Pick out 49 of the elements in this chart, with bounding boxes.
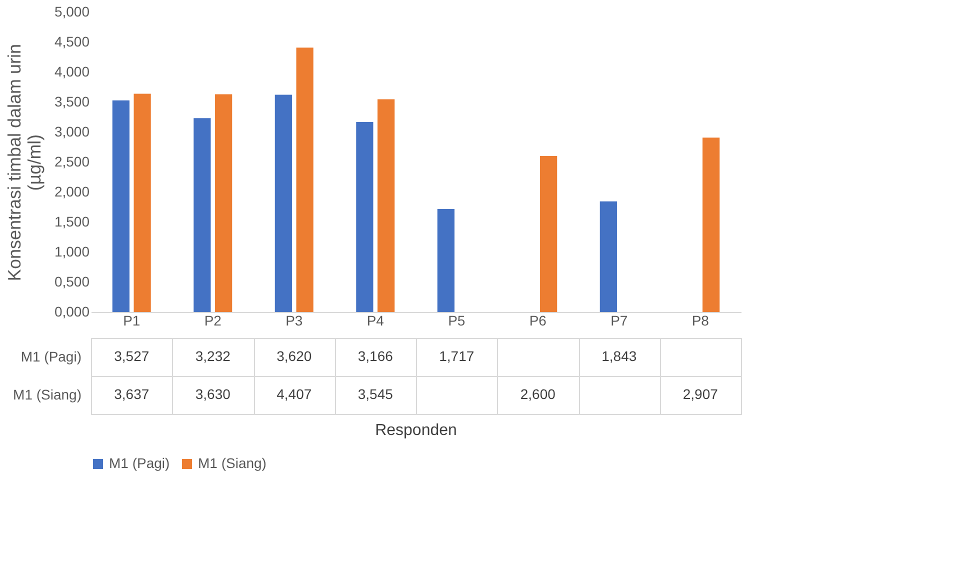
y-tick-label: 4,000 [54, 64, 90, 80]
data-label: 4,407 [276, 386, 312, 402]
data-label: 3,620 [276, 348, 312, 364]
data-label: 3,166 [358, 348, 394, 364]
bar [112, 100, 130, 312]
y-tick-label: 0,000 [54, 304, 90, 320]
y-tick-label: 4,500 [54, 34, 90, 50]
bar [437, 208, 454, 312]
bar [215, 94, 232, 312]
bar [134, 94, 151, 312]
x-tick-label: P8 [692, 312, 710, 328]
x-tick-label: P2 [204, 312, 222, 328]
x-tick-label: P5 [448, 312, 466, 328]
x-tick-label: P3 [286, 312, 303, 328]
data-label: 3,545 [358, 386, 394, 402]
y-tick-label: 3,500 [54, 94, 90, 110]
legend-label: M1 (Siang) [198, 455, 266, 471]
y-tick-label: 1,500 [54, 214, 90, 230]
y-tick-label: 1,000 [54, 244, 90, 260]
data-label: 2,600 [520, 386, 556, 402]
data-label: 3,637 [114, 386, 150, 402]
y-tick-label: 5,000 [54, 4, 90, 20]
x-tick-label: P4 [366, 312, 384, 328]
y-tick-label: 2,500 [54, 154, 90, 170]
bar [540, 156, 558, 312]
text: Responden [375, 422, 457, 439]
data-label: 3,527 [114, 348, 150, 364]
data-label: 2,907 [682, 386, 718, 402]
data-label: 1,843 [602, 348, 637, 364]
bar [194, 118, 211, 312]
x-tick-label: P6 [529, 312, 547, 328]
legend-label: M1 (Pagi) [109, 455, 170, 471]
bar [378, 99, 395, 312]
data-label: 1,717 [439, 348, 474, 364]
data-label: 3,630 [195, 386, 231, 402]
y-axis-title: Konsentrasi timbal dalam urin (µg/ml) [4, 44, 44, 282]
y-tick-label: 2,000 [54, 184, 90, 200]
text: M1 (Siang) [13, 386, 82, 402]
data-label: 3,232 [195, 348, 231, 364]
bar [600, 201, 617, 312]
bar [296, 48, 314, 312]
x-tick-label: P1 [123, 312, 140, 328]
x-tick-label: P7 [610, 312, 628, 328]
bar [274, 94, 292, 312]
y-tick-label: 3,000 [54, 124, 90, 140]
bar [356, 122, 374, 312]
text: M1 (Pagi) [20, 348, 82, 364]
y-tick-label: 0,500 [54, 274, 90, 290]
bar [702, 138, 720, 312]
